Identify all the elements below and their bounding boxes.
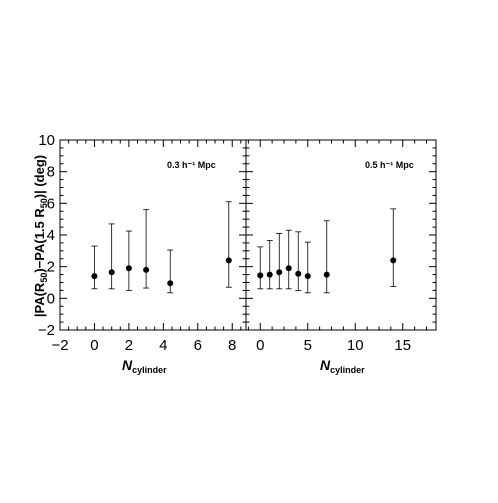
x-axis-label-left-main: N: [122, 357, 133, 373]
y-axis-label-main: |PA(R: [32, 282, 47, 317]
y-tick-label: 2: [47, 259, 55, 276]
panel-left: −2 0 2 4 6 8 10 −2 0 2 4 6 8: [38, 132, 247, 354]
x-tick-label: 0: [90, 337, 98, 354]
x-axis-label-left-sub: cylinder: [132, 365, 167, 375]
annotation-left: 0.3 h⁻¹ Mpc: [167, 160, 216, 170]
data-point: [108, 269, 115, 276]
x-axis-label-right-sub: cylinder: [330, 365, 365, 375]
y-axis-label-sub1: 50: [39, 273, 49, 283]
x-tick-label: 2: [125, 337, 133, 354]
data-point: [276, 269, 283, 276]
x-tick-label: 0: [256, 337, 264, 354]
x-tick-label: 5: [304, 337, 312, 354]
data-point: [266, 271, 273, 278]
y-tick-label: 8: [47, 164, 55, 181]
plot-frame: [59, 139, 247, 331]
data-point: [167, 280, 174, 287]
data-point: [257, 272, 264, 279]
x-tick-label: 6: [194, 337, 202, 354]
x-tick-label: −2: [51, 337, 68, 354]
panel-right: 0 5 10 15: [245, 139, 437, 354]
y-tick-label: 4: [47, 227, 55, 244]
x-tick-label: 15: [394, 337, 411, 354]
y-axis-label-mid: )−PA(1.5 R: [32, 208, 47, 273]
data-point: [285, 265, 292, 272]
x-axis-label-right-main: N: [320, 357, 331, 373]
y-axis-label-sub2: 50: [39, 198, 49, 208]
data-point: [304, 273, 311, 280]
x-axis-label-left: Ncylinder: [122, 357, 167, 375]
data-point: [143, 266, 150, 273]
data-point: [390, 257, 397, 264]
x-tick-label: 4: [159, 337, 167, 354]
data-point: [125, 265, 132, 272]
data-point: [323, 271, 330, 278]
data-point: [91, 273, 98, 280]
y-axis-label-end: )| (deg): [32, 155, 47, 198]
y-axis-label: |PA(R50)−PA(1.5 R50)| (deg): [32, 155, 49, 317]
y-tick-label: 10: [38, 132, 55, 149]
x-tick-label: 8: [228, 337, 236, 354]
y-tick-label: 0: [47, 290, 55, 307]
data-point: [225, 257, 232, 264]
annotation-right: 0.5 h⁻¹ Mpc: [365, 160, 414, 170]
x-axis-label-right: Ncylinder: [320, 357, 365, 375]
y-tick-label: 6: [47, 195, 55, 212]
data-point: [295, 270, 302, 277]
y-tick-label: −2: [38, 322, 55, 339]
x-tick-label: 10: [347, 337, 364, 354]
